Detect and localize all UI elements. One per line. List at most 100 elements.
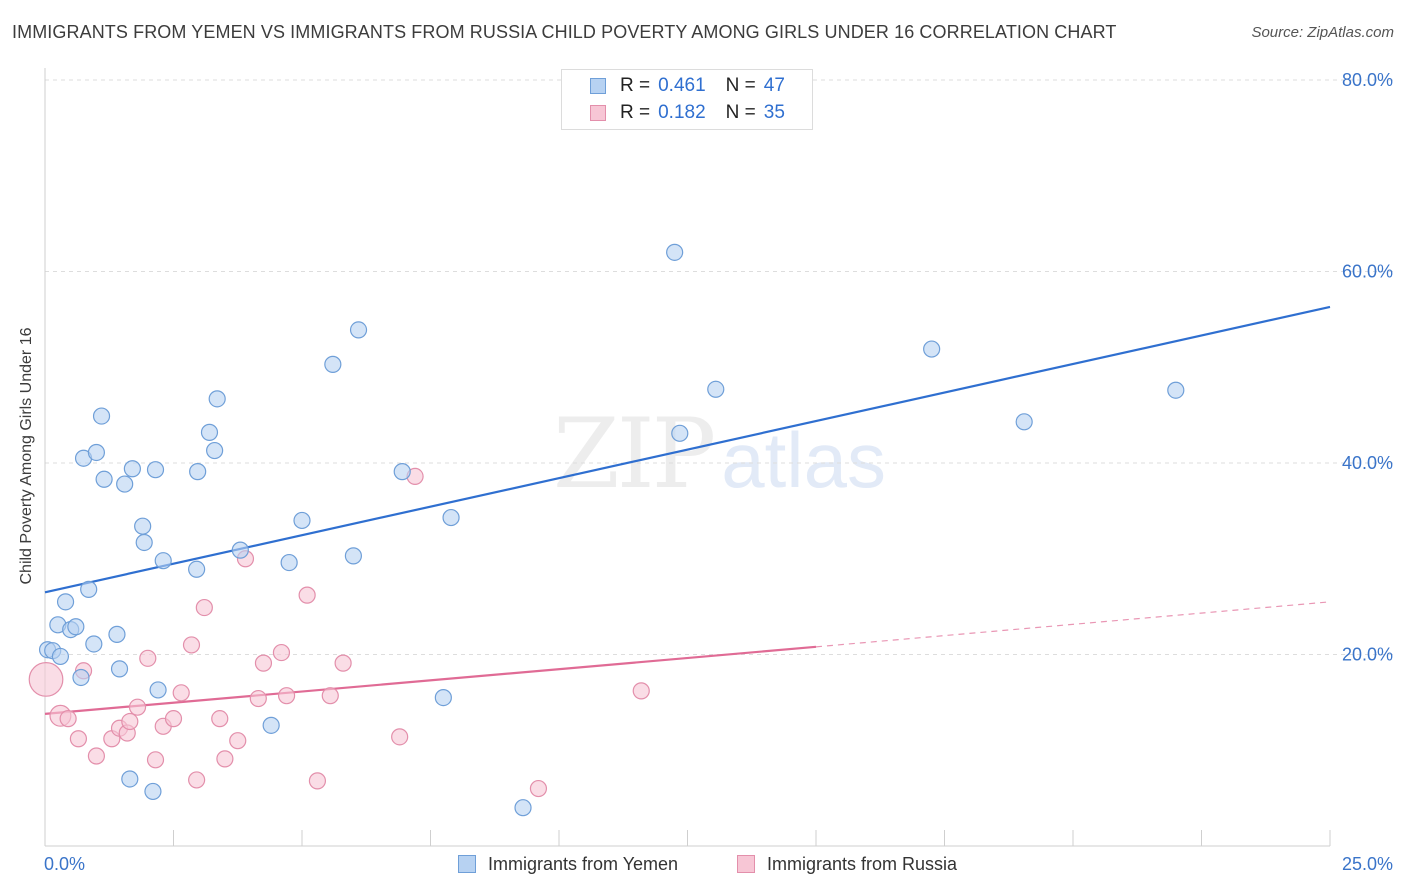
russia-trend-line-extension	[815, 601, 1331, 648]
russia-point-23	[249, 689, 267, 708]
russia-point-11	[139, 649, 157, 667]
yemen-point-46	[1167, 381, 1185, 399]
yemen-point-17	[123, 460, 141, 478]
yemen-point-22	[149, 681, 167, 699]
russia-point-18	[195, 598, 213, 617]
yemen-point-29	[208, 390, 226, 408]
yemen-point-36	[349, 321, 368, 339]
russia-point-20	[216, 750, 234, 768]
yemen-point-19	[135, 533, 153, 552]
y-tick-label-1: 40.0%	[1342, 453, 1393, 473]
russia-n-label: N =	[725, 102, 756, 123]
yemen-point-13	[95, 470, 113, 488]
yemen-point-15	[110, 660, 129, 678]
yemen-point-11	[87, 443, 106, 462]
yemen-point-28	[206, 441, 224, 460]
bottom-russia-swatch	[737, 855, 755, 873]
russia-n-value: 35	[763, 102, 785, 123]
x-tick-label-min: 0.0%	[44, 854, 85, 874]
russia-point-31	[391, 728, 409, 746]
y-tick-label-3: 80.0%	[1342, 70, 1393, 90]
legend-row-russia: R = 0.182 N = 35	[590, 101, 785, 125]
russia-point-10	[128, 698, 147, 716]
russia-point-26	[277, 687, 296, 705]
yemen-point-45	[1015, 413, 1033, 431]
bottom-legend-russia: Immigrants from Russia	[737, 852, 957, 876]
bottom-yemen-swatch	[458, 855, 476, 873]
russia-point-33	[529, 779, 548, 798]
russia-r-label: R =	[620, 102, 651, 123]
yemen-point-43	[707, 380, 725, 398]
yemen-point-12	[92, 407, 111, 425]
russia-point-15	[172, 684, 190, 702]
russia-point-19	[211, 710, 229, 728]
russia-swatch	[590, 105, 606, 121]
russia-point-28	[308, 772, 327, 790]
yemen-point-31	[262, 716, 280, 734]
russia-point-34	[632, 682, 650, 700]
russia-point-27	[298, 586, 316, 604]
yemen-point-34	[324, 355, 342, 373]
russia-point-29	[321, 687, 339, 705]
yemen-point-9	[85, 635, 103, 653]
yemen-point-41	[666, 243, 684, 261]
russia-point-9	[121, 712, 139, 731]
yemen-point-32	[280, 553, 298, 572]
tick-labels: 20.0% 40.0% 60.0% 80.0% 0.0% 25.0%	[44, 70, 1393, 874]
yemen-point-6	[67, 618, 85, 636]
yemen-point-33	[293, 511, 311, 530]
legend-row-yemen: R = 0.461 N = 47	[590, 74, 785, 98]
russia-point-17	[188, 771, 206, 789]
russia-point-12	[146, 751, 165, 769]
yemen-point-18	[134, 517, 152, 535]
yemen-r-value: 0.461	[658, 75, 706, 96]
yemen-point-21	[154, 552, 172, 570]
yemen-point-37	[393, 463, 411, 481]
yemen-n-label: N =	[725, 75, 756, 96]
yemen-point-35	[344, 547, 362, 565]
axes	[44, 68, 1331, 847]
russia-point-24	[254, 654, 273, 672]
russia-point-30	[334, 654, 352, 672]
russia-point-0	[28, 661, 64, 697]
bottom-yemen-label: Immigrants from Yemen	[488, 853, 679, 874]
russia-point-25	[272, 643, 291, 662]
russia-trend-line	[44, 645, 817, 715]
yemen-point-44	[923, 340, 941, 358]
yemen-point-40	[514, 799, 532, 817]
yemen-point-7	[72, 668, 90, 687]
russia-point-14	[164, 710, 183, 728]
bottom-russia-label: Immigrants from Russia	[767, 853, 958, 874]
yemen-r-label: R =	[620, 75, 651, 96]
yemen-point-38	[434, 688, 452, 707]
yemen-point-4	[56, 593, 75, 611]
russia-point-5	[87, 747, 106, 765]
yemen-point-27	[200, 423, 219, 441]
trend-lines	[44, 305, 1331, 715]
data-points	[28, 243, 1185, 817]
y-axis-title: Child Poverty Among Girls Under 16	[18, 327, 35, 585]
yemen-point-20	[146, 461, 165, 479]
yemen-point-26	[189, 463, 207, 481]
source-label: Source: ZipAtlas.com	[1251, 24, 1394, 41]
yemen-point-39	[442, 508, 460, 527]
correlation-legend: R = 0.461 N = 47 R = 0.182 N = 35	[561, 69, 813, 130]
yemen-point-23	[121, 770, 139, 788]
grid-lines	[45, 79, 1395, 655]
yemen-trend-line	[44, 305, 1331, 594]
y-tick-label-2: 60.0%	[1342, 262, 1393, 282]
bottom-legend-yemen: Immigrants from Yemen	[458, 852, 678, 876]
russia-point-21	[229, 732, 247, 750]
yemen-point-2	[51, 647, 70, 666]
yemen-point-42	[671, 424, 689, 442]
yemen-point-25	[188, 560, 206, 578]
yemen-swatch	[590, 78, 606, 94]
yemen-n-value: 47	[763, 75, 785, 96]
russia-point-2	[59, 710, 77, 728]
yemen-point-16	[116, 475, 134, 493]
yemen-point-30	[231, 541, 249, 559]
russia-point-4	[69, 730, 88, 748]
russia-point-16	[182, 636, 201, 654]
x-tick-label-max: 25.0%	[1342, 854, 1393, 874]
